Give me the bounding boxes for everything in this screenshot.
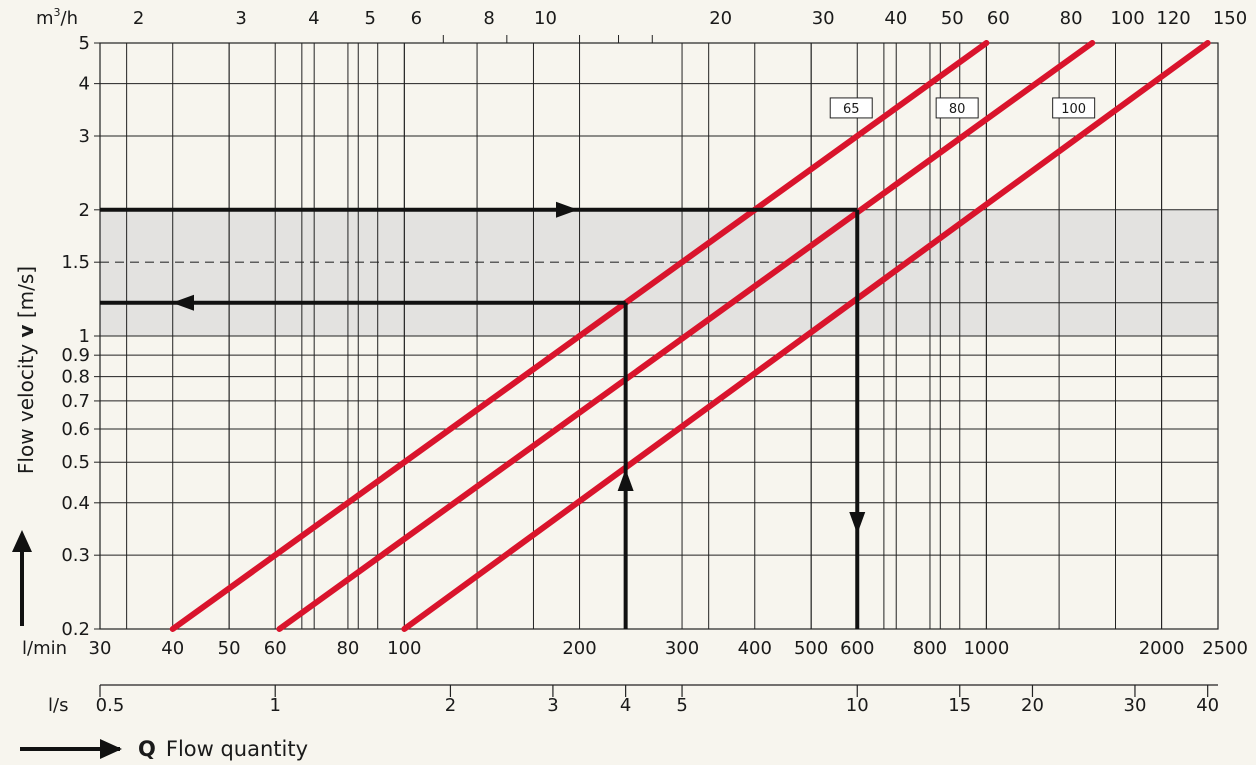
series-label-65: 65 [829, 97, 873, 119]
x-tick-label-m3h: 120 [1156, 8, 1190, 29]
x-unit-ls: l/s [48, 695, 68, 716]
x-tick-label-m3h: 50 [941, 8, 964, 29]
y-tick-label: 0.4 [61, 493, 90, 514]
x-tick-label-lmin: 80 [336, 638, 359, 659]
x-tick-label-ls: 4 [620, 695, 631, 716]
svg-text:Flow velocity v [m/s]: Flow velocity v [m/s] [14, 266, 38, 474]
series-label-box [1052, 97, 1096, 119]
x-tick-label-ls: 1 [269, 695, 280, 716]
series-lines: 65 80 100 [169, 40, 1211, 632]
path-arrow-left-icon [172, 294, 194, 311]
x-tick-label-ls: 15 [948, 695, 971, 716]
x-tick-label-m3h: 5 [365, 8, 376, 29]
x-tick-label-ls: 10 [846, 695, 869, 716]
x-tick-label-ls: 5 [676, 695, 687, 716]
y-tick-label: 0.2 [61, 619, 90, 640]
x-tick-label-lmin: 200 [562, 638, 596, 659]
legend-symbol: Q [138, 737, 156, 761]
x-tick-label-lmin: 2000 [1139, 638, 1185, 659]
x-tick-label-lmin: 40 [161, 638, 184, 659]
x-tick-label-m3h: 10 [534, 8, 557, 29]
x-tick-label-m3h: 60 [987, 8, 1010, 29]
x-tick-label-m3h: 6 [411, 8, 422, 29]
legend-arrow-icon [20, 739, 122, 759]
x-tick-label-lmin: 800 [913, 638, 947, 659]
recommended-band [100, 209, 1218, 336]
series-label-text: 65 [843, 102, 860, 117]
x-tick-label-lmin: 60 [264, 638, 287, 659]
y-tick-label: 0.3 [61, 545, 90, 566]
x-tick-label-m3h: 30 [812, 8, 835, 29]
x-tick-label-ls: 0.5 [96, 695, 125, 716]
path-arrow-down-icon [849, 512, 866, 534]
x-tick-label-lmin: 400 [738, 638, 772, 659]
legend: Q Flow quantity [20, 736, 308, 762]
x-tick-label-ls: 3 [547, 695, 558, 716]
ylabel-symbol: v [14, 325, 38, 338]
y-tick-label: 3 [79, 126, 90, 147]
x-tick-label-lmin: 50 [218, 638, 241, 659]
y-tick-label: 1.5 [61, 252, 90, 273]
x-tick-label-lmin: 30 [89, 638, 112, 659]
series-label-box [935, 97, 979, 119]
x-unit-lmin: l/min [22, 638, 67, 659]
series-line-100 [401, 40, 1211, 632]
x-tick-label-m3h: 4 [308, 8, 319, 29]
x-tick-label-m3h: 150 [1213, 8, 1247, 29]
x-tick-label-ls: 2 [445, 695, 456, 716]
series-label-text: 80 [949, 102, 966, 117]
x-tick-label-m3h: 80 [1060, 8, 1083, 29]
x-tick-label-m3h: 40 [884, 8, 907, 29]
y-tick-label: 0.8 [61, 367, 90, 388]
x-tick-label-ls: 20 [1021, 695, 1044, 716]
x-tick-label-lmin: 2500 [1202, 638, 1248, 659]
x-unit-m3h: m3/h [36, 6, 78, 29]
y-tick-label: 0.6 [61, 419, 90, 440]
example-paths [100, 201, 866, 629]
series-line-65 [169, 40, 990, 632]
path-arrow-right-icon [556, 201, 578, 218]
x-tick-label-m3h: 20 [709, 8, 732, 29]
x-tick-label-lmin: 300 [665, 638, 699, 659]
y-tick-label: 5 [79, 33, 90, 54]
y-axis-label: Flow velocity v [m/s] [12, 266, 38, 626]
path-arrow-up-icon [617, 469, 634, 491]
y-tick-label: 0.5 [61, 452, 90, 473]
ylabel-unit: [m/s] [14, 266, 38, 325]
x-tick-label-m3h: 100 [1110, 8, 1144, 29]
series-label-text: 100 [1061, 102, 1086, 117]
x-tick-label-m3h: 3 [235, 8, 246, 29]
y-tick-label: 1 [79, 326, 90, 347]
recommended-band-rect [100, 209, 1218, 336]
x-tick-label-ls: 30 [1124, 695, 1147, 716]
x-tick-label-lmin: 600 [840, 638, 874, 659]
x-tick-label-m3h: 8 [483, 8, 494, 29]
ylabel-prefix: Flow velocity [14, 338, 38, 475]
y-tick-label: 2 [79, 200, 90, 221]
legend-text: Flow quantity [165, 737, 309, 761]
x-tick-label-ls: 40 [1196, 695, 1219, 716]
y-tick-label: 4 [79, 74, 90, 95]
series-label-box [829, 97, 873, 119]
series-label-100: 100 [1052, 97, 1096, 119]
y-tick-label: 0.9 [61, 345, 90, 366]
x-tick-label-lmin: 1000 [963, 638, 1009, 659]
y-tick-label: 0.7 [61, 391, 90, 412]
x-tick-label-lmin: 100 [387, 638, 421, 659]
x-tick-label-lmin: 500 [794, 638, 828, 659]
series-label-80: 80 [935, 97, 979, 119]
series-line-80 [276, 40, 1096, 632]
grid [99, 42, 1219, 630]
x-tick-label-m3h: 2 [133, 8, 144, 29]
y-arrow-head-icon [12, 530, 32, 552]
